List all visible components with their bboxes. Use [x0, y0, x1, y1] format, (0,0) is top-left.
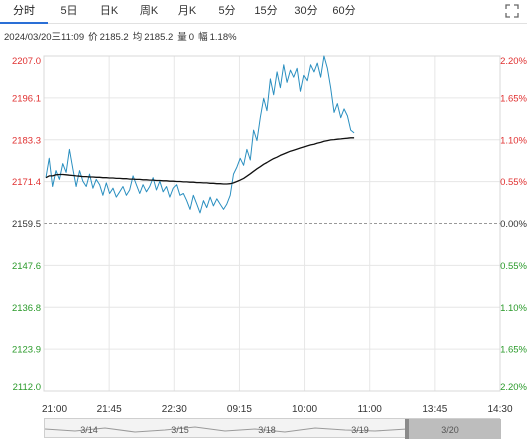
y-tick-label-right: 2.20% — [500, 382, 527, 393]
tab-5min[interactable]: 5分 — [218, 5, 236, 17]
x-tick-label: 22:30 — [162, 404, 187, 415]
tab-daily-k[interactable]: 日K — [99, 5, 119, 17]
chart-series — [45, 55, 355, 214]
navigator-date-label: 3/20 — [441, 425, 459, 435]
x-axis: 21:00 21:45 22:30 09:15 10:00 11:00 13:45 14:30 — [42, 404, 513, 415]
navigator-window[interactable] — [407, 419, 501, 439]
y-tick-label-left: 2171.4 — [12, 177, 41, 188]
x-tick-label: 14:30 — [487, 404, 512, 415]
volume-value: 0 — [188, 32, 195, 43]
y-tick-label-left: 2159.5 — [12, 219, 41, 230]
tab-5day[interactable]: 5日 — [60, 5, 78, 17]
y-tick-label-right: 1.65% — [500, 345, 527, 356]
navigator-track: 3/14 3/15 3/18 3/19 3/20 — [44, 419, 501, 439]
plot-frame — [43, 55, 501, 392]
y-tick-label-left: 2207.0 — [12, 56, 41, 67]
time-range-navigator[interactable]: 3/14 3/15 3/18 3/19 3/20 — [44, 418, 501, 439]
y-tick-label-right: 1.10% — [500, 303, 527, 314]
change-label: 幅 — [198, 32, 208, 43]
x-tick-label: 10:00 — [292, 404, 317, 415]
y-tick-label-left: 2112.0 — [13, 382, 41, 393]
y-tick-label-right: 1.10% — [500, 135, 527, 146]
x-tick-label: 11:00 — [358, 404, 383, 415]
y-tick-label-right: 1.65% — [500, 93, 527, 104]
price-label: 价 — [88, 32, 98, 43]
volume-label: 量 — [177, 32, 187, 43]
y-tick-label-left: 2123.9 — [12, 345, 41, 356]
y-tick-label-left: 2136.8 — [12, 303, 41, 314]
x-tick-label: 13:45 — [422, 404, 447, 415]
y-tick-label-right: 0.00% — [500, 219, 527, 230]
quote-datetime: 2024/03/20三11:09 — [4, 32, 85, 43]
price-line — [45, 55, 355, 214]
navigator-date-label: 3/15 — [171, 425, 189, 435]
x-tick-label: 21:45 — [97, 404, 122, 415]
tab-60min[interactable]: 60分 — [332, 5, 356, 17]
quote-info-line: 2024/03/20三11:09 价 2185.2 均 2185.2 量 0 幅 1.18% — [4, 29, 241, 43]
tab-weekly-k[interactable]: 周K — [139, 5, 159, 17]
y-axis-right: 2.20% 1.65% 1.10% 0.55% 0.00% 0.55% 1.10% 1.65%… — [500, 56, 527, 393]
y-tick-label-left: 2147.6 — [12, 261, 41, 272]
y-tick-label-right: 0.55% — [500, 261, 527, 272]
tab-intraday[interactable]: 分时 — [0, 0, 48, 24]
change-value: 1.18% — [209, 32, 237, 43]
navigator-date-label: 3/18 — [258, 425, 276, 435]
fullscreen-icon[interactable] — [505, 4, 519, 18]
chart-grid — [43, 55, 501, 392]
navigator-date-label: 3/14 — [80, 425, 98, 435]
tab-monthly-k[interactable]: 月K — [177, 5, 197, 17]
avg-label: 均 — [132, 32, 143, 43]
price-value: 2185.2 — [99, 32, 129, 43]
intraday-price-chart[interactable]: 2207.0 2196.1 2183.3 2171.4 2159.5 2147.6 2136… — [0, 40, 527, 416]
y-tick-label-right: 0.55% — [500, 177, 527, 188]
y-tick-label-left: 2196.1 — [12, 93, 41, 104]
y-tick-label-left: 2183.3 — [12, 135, 41, 146]
y-axis-left: 2207.0 2196.1 2183.3 2171.4 2159.5 2147.6 2136… — [12, 56, 41, 393]
x-tick-label: 09:15 — [227, 404, 252, 415]
average-line — [45, 137, 355, 185]
y-tick-label-right: 2.20% — [500, 56, 527, 67]
tab-30min[interactable]: 30分 — [294, 5, 318, 17]
tab-15min[interactable]: 15分 — [254, 5, 278, 17]
navigator-date-label: 3/19 — [351, 425, 369, 435]
navigator-left-handle[interactable] — [405, 419, 409, 439]
x-tick-label: 21:00 — [42, 404, 67, 415]
period-tab-bar: 分时 5日 日K 周K 月K 5分 15分 30分 60分 — [0, 0, 527, 24]
avg-value: 2185.2 — [144, 32, 174, 43]
navigator-labels: 3/14 3/15 3/18 3/19 3/20 — [80, 425, 459, 435]
